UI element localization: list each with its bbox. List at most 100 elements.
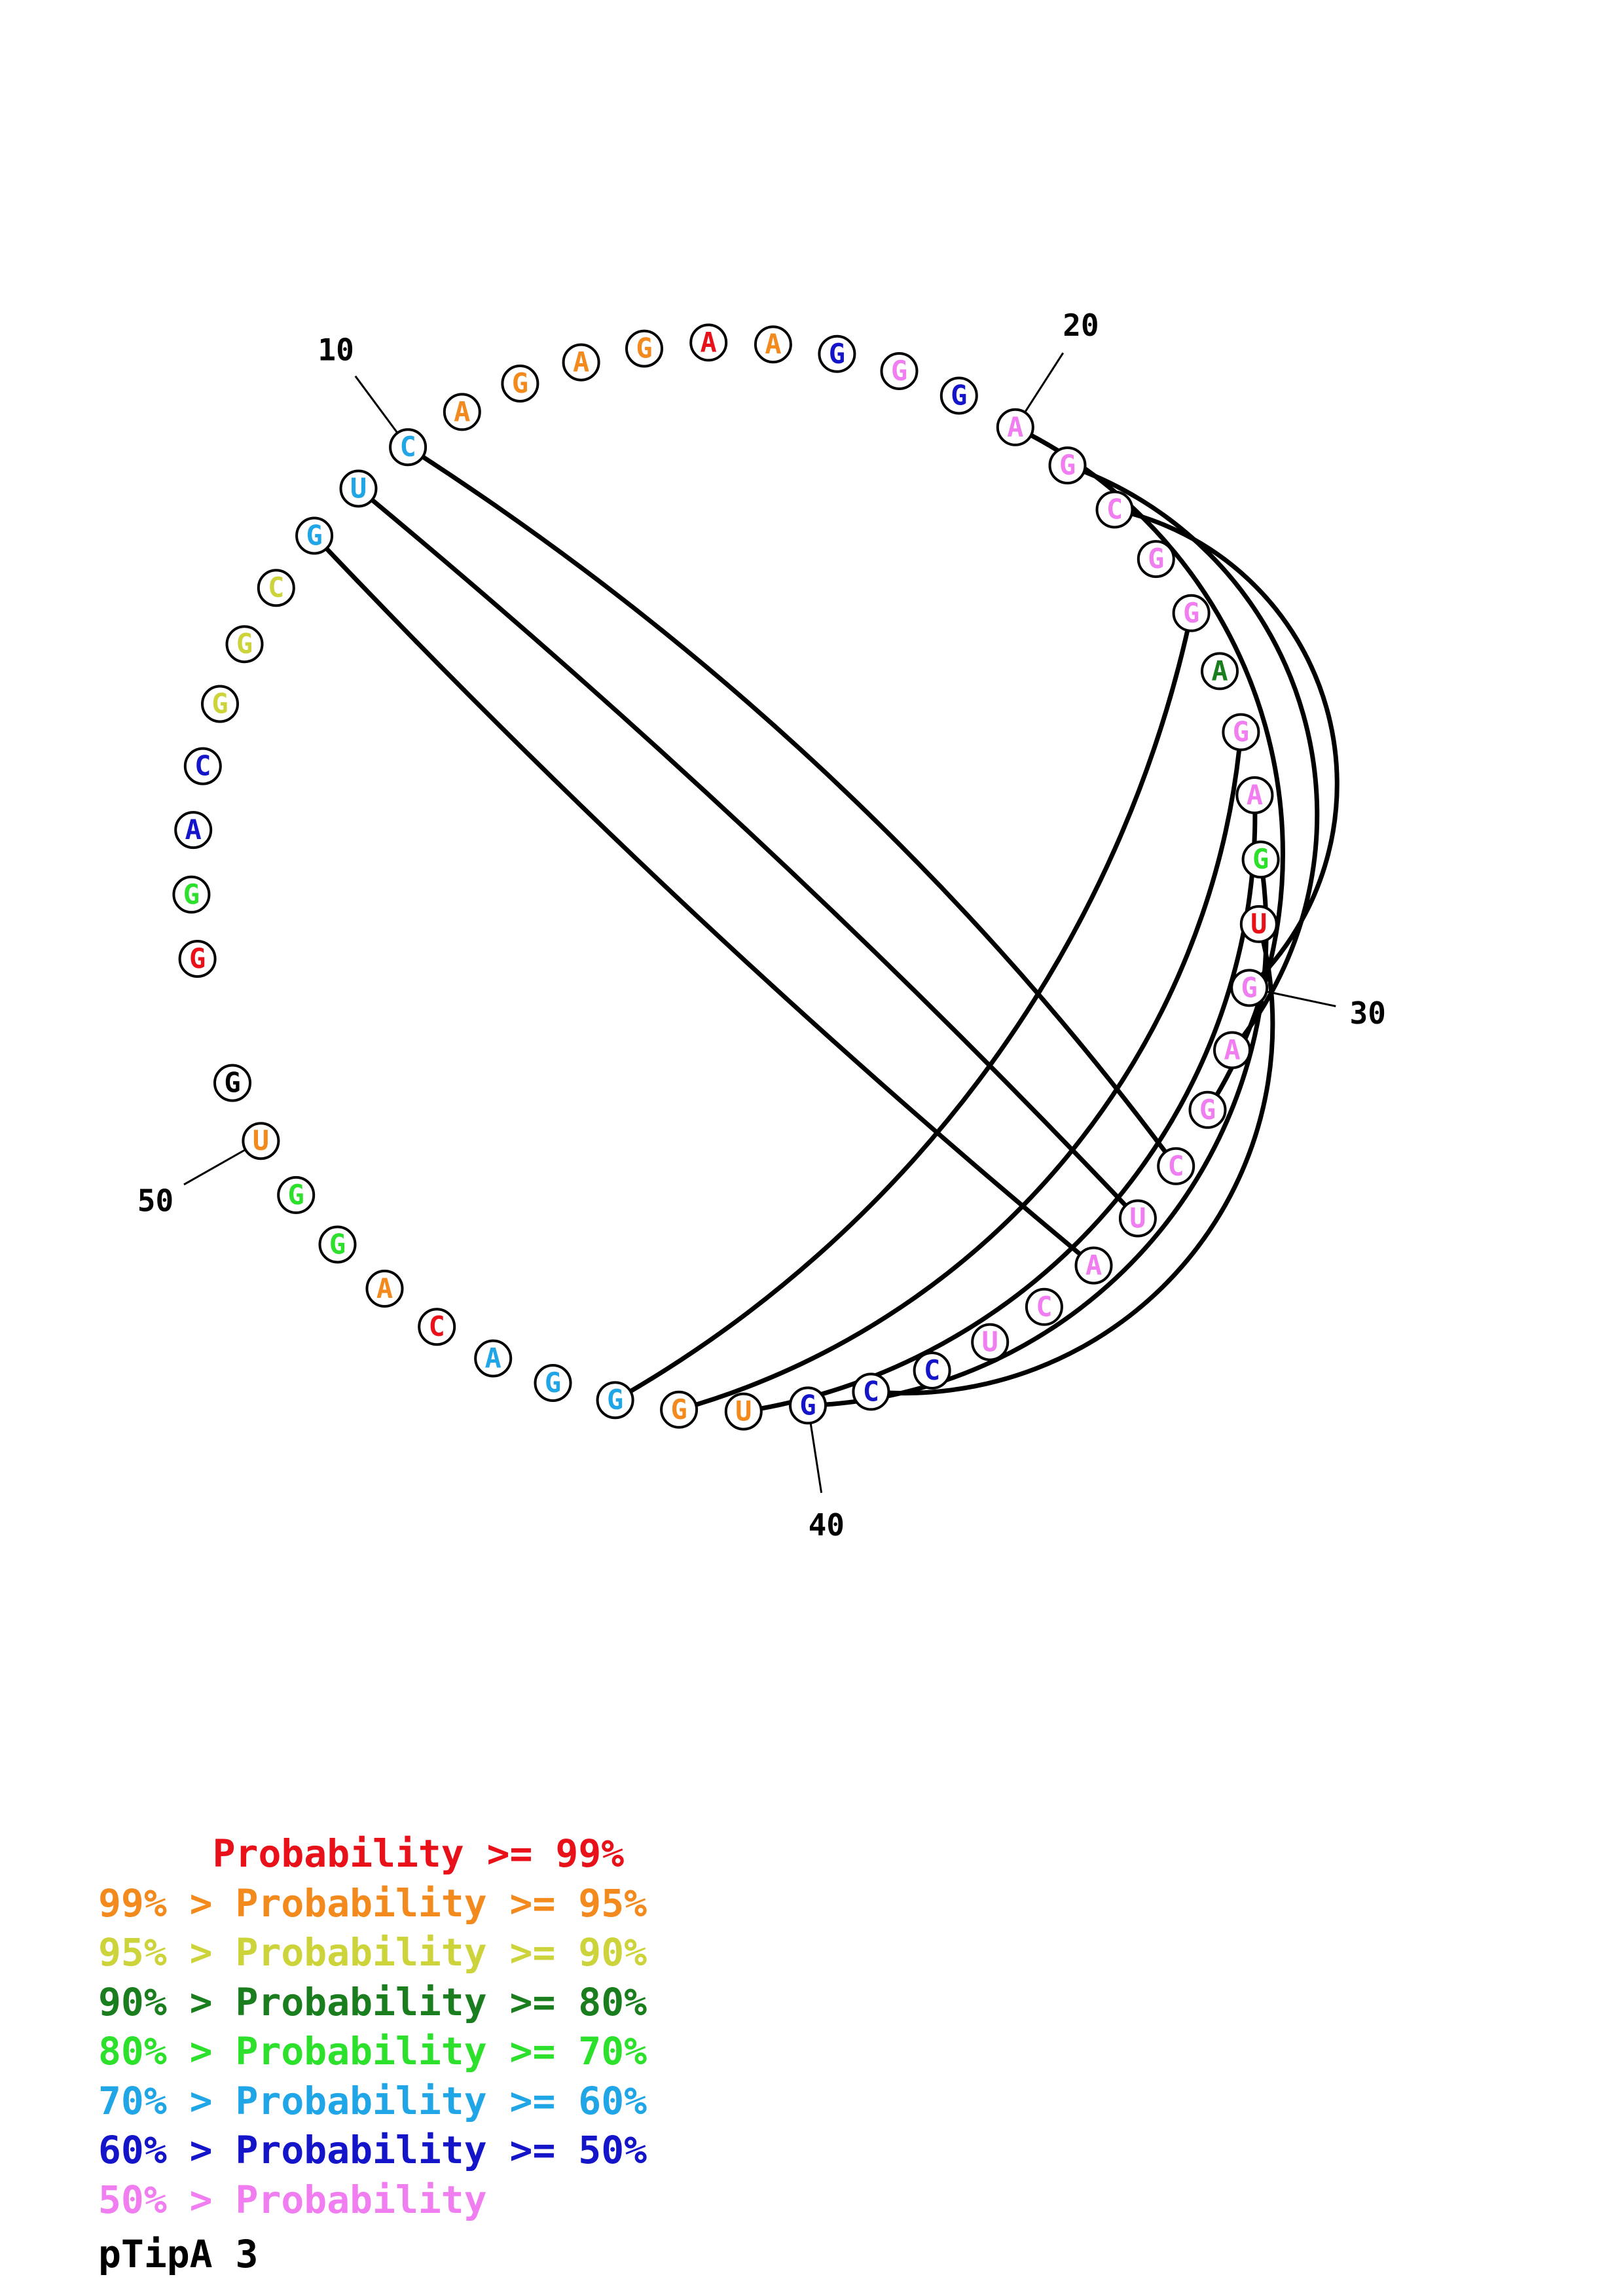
nucleotide-letter: G [1183,597,1199,629]
nucleotide-circle [1230,969,1269,1007]
nucleotide-circle [880,352,919,390]
nucleotide-letter: G [512,367,528,399]
nucleotide-circle [183,747,222,785]
nucleotide-letter: G [224,1067,240,1099]
nucleotide-circle [818,334,856,373]
base-pair-arc [312,534,1095,1268]
position-tick [1266,990,1336,1007]
nucleotide-circle [852,1372,890,1411]
nucleotide-letter: G [829,338,845,370]
nucleotide-letter: G [1059,449,1076,481]
nucleotide-circle [1172,594,1211,632]
nucleotide-letter: C [399,431,416,463]
nucleotide-circle [1074,1246,1113,1285]
nucleotide-letter: G [306,520,322,552]
nucleotide-letter: A [1224,1034,1240,1066]
nucleotide-circle [724,1392,763,1431]
base-pair-arc [678,732,1243,1412]
nucleotide-letter: G [288,1179,304,1211]
probability-legend: Probability >= 99% 99% > Probability >= 9… [98,1829,647,2225]
nucleotide-circle [971,1323,1010,1361]
base-pair-arc [407,445,1178,1168]
nucleotide-letter: A [1007,411,1023,443]
nucleotide-circle [534,1364,572,1402]
position-tick [809,1422,823,1494]
nucleotide-circle [213,1064,251,1102]
nucleotide-circle [1025,1287,1063,1326]
nucleotide-circle [1222,713,1260,751]
legend-range-text: Probability >= 95% [235,1880,647,1926]
nucleotide-letter: C [1106,493,1123,526]
nucleotide-circle [1188,1090,1227,1129]
legend-range-text: Probability >= 50% [235,2128,647,2172]
position-label: 30 [1350,996,1386,1031]
nucleotide-circle [1241,840,1280,879]
base-pair-arc [613,613,1194,1403]
nucleotide-circle [418,1308,456,1346]
nucleotide-circle [201,685,239,723]
legend-range-prefix: 60% > [98,2128,236,2172]
nucleotide-letter: A [185,814,202,846]
nucleotide-letter: C [268,571,284,603]
nucleotide-letter: G [545,1367,561,1399]
nucleotide-letter: G [607,1384,623,1416]
nucleotide-circle [172,875,211,914]
legend-range-prefix: 99% > [98,1880,236,1926]
nucleotide-letter: A [765,328,781,360]
legend-item: 80% > Probability >= 70% [98,2027,647,2077]
position-tick [354,375,399,434]
nucleotide-circle [754,325,792,364]
nucleotide-letter: A [485,1342,501,1374]
nucleotide-letter: U [1129,1202,1146,1234]
position-tick [1024,352,1065,413]
legend-item: 70% > Probability >= 60% [98,2077,647,2126]
legend-item: 95% > Probability >= 90% [98,1928,647,1978]
nucleotide-circle [174,811,213,850]
nucleotide-circle [1201,652,1239,691]
structure-caption: pTipA 3 [98,2232,259,2276]
nucleotide-letter: G [329,1229,346,1261]
nucleotide-letter: A [573,346,589,378]
nucleotide-letter: G [189,942,206,975]
nucleotide-circle [1095,490,1134,529]
nucleotide-letter: G [1199,1094,1216,1126]
nucleotide-letter: G [1252,843,1269,875]
nucleotide-letter: U [982,1326,998,1358]
nucleotide-circle [225,625,264,664]
nucleotide-circle [389,428,428,467]
nucleotide-letter: G [183,878,200,910]
position-tick [183,1149,246,1186]
nucleotide-circle [1137,540,1175,579]
nucleotide-letter: U [1250,908,1267,940]
nucleotide-circle [596,1381,634,1420]
nucleotide-letter: C [924,1354,940,1386]
nucleotide-letter: G [636,332,652,365]
legend-range-text: Probability >= 99% [212,1831,625,1876]
legend-range-text: Probability >= 60% [235,2078,647,2123]
nucleotide-letter: U [350,473,367,505]
legend-range-text: Probability >= 70% [235,2029,647,2073]
nucleotide-circle [913,1352,951,1390]
nucleotide-circle [295,516,334,555]
position-label: 10 [318,332,354,368]
legend-item: 60% > Probability >= 50% [98,2126,647,2176]
legend-range-prefix: 80% > [98,2029,236,2073]
nucleotide-letter: C [1036,1291,1052,1323]
nucleotide-letter: G [1241,971,1258,1003]
nucleotide-letter: G [211,688,228,720]
nucleotide-letter: A [376,1272,393,1304]
nucleotide-circle [178,940,217,978]
nucleotide-letter: U [735,1395,752,1427]
legend-item: Probability >= 99% [98,1829,647,1879]
nucleotide-circle [242,1122,280,1160]
base-pair-arc [743,795,1258,1414]
nucleotide-circle [474,1339,513,1378]
nucleotide-circle [1118,1199,1157,1238]
nucleotide-circle [996,408,1034,446]
nucleotide-circle [339,469,378,508]
nucleotide-circle [1239,905,1278,943]
nucleotide-circle [625,329,663,368]
legend-range-text: Probability >= 90% [235,1930,647,1975]
legend-range-prefix: 70% > [98,2078,236,2123]
